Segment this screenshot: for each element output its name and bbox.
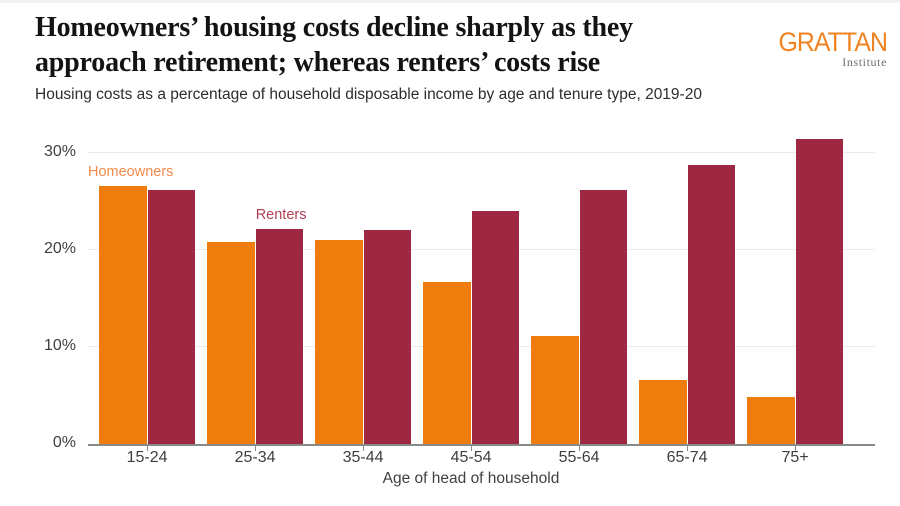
x-tick-label-65-74: 65-74: [666, 449, 708, 466]
chart-title: Homeowners’ housing costs decline sharpl…: [35, 10, 633, 80]
bar-renters-45-54: [471, 211, 520, 444]
x-tick-65-74: [687, 446, 689, 451]
y-tick-label-0%: 0%: [52, 434, 76, 451]
x-tick-75+: [795, 446, 797, 451]
gridline-30: [88, 152, 875, 154]
bar-homeowners-55-64: [531, 336, 579, 444]
x-tick-label-15-24: 15-24: [126, 449, 168, 466]
y-tick-label-30%: 30%: [43, 143, 76, 161]
series-label-renters: Renters: [255, 206, 307, 223]
grattan-logo-wordmark: GRATTAN: [778, 27, 887, 57]
chart-subtitle: Housing costs as a percentage of househo…: [35, 86, 702, 103]
bar-renters-25-34: [255, 228, 304, 444]
x-tick-label-35-44: 35-44: [342, 449, 384, 466]
x-tick-45-54: [471, 446, 473, 451]
bar-homeowners-75+: [747, 397, 795, 444]
plot-area: Homeowners Renters: [88, 130, 875, 451]
bar-renters-65-74: [687, 164, 736, 444]
bar-renters-35-44: [363, 229, 412, 444]
y-tick-label-10%: 10%: [43, 337, 76, 355]
bar-homeowners-65-74: [639, 380, 687, 444]
x-axis-title: Age of head of household: [382, 470, 560, 487]
bar-renters-55-64: [579, 190, 628, 444]
bar-renters-75+: [795, 138, 844, 444]
x-tick-35-44: [363, 446, 365, 451]
top-edge: [0, 0, 900, 3]
series-label-homeowners: Homeowners: [88, 164, 174, 181]
bar-renters-15-24: [147, 190, 196, 444]
grattan-logo: GRATTAN Institute: [769, 29, 887, 69]
bar-homeowners-45-54: [423, 282, 471, 444]
y-tick-label-20%: 20%: [43, 240, 76, 258]
bar-homeowners-25-34: [207, 242, 255, 444]
x-axis-labels: 15-24 25-34 35-44 45-54 55-64 65-74 75+: [0, 449, 900, 469]
x-tick-label-75+: 75+: [781, 449, 809, 466]
bar-homeowners-35-44: [315, 239, 363, 444]
x-tick-15-24: [147, 446, 149, 451]
bar-homeowners-15-24: [99, 186, 147, 444]
chart-title-line-2: approach retirement; whereas renters’ co…: [35, 47, 601, 78]
x-tick-label-45-54: 45-54: [450, 449, 492, 466]
x-tick-label-25-34: 25-34: [234, 449, 276, 466]
grattan-logo-institute: Institute: [842, 55, 887, 69]
x-tick-label-55-64: 55-64: [558, 449, 600, 466]
x-tick-55-64: [579, 446, 581, 451]
x-tick-25-34: [255, 446, 257, 451]
chart-title-line-1: Homeowners’ housing costs decline sharpl…: [35, 12, 633, 43]
